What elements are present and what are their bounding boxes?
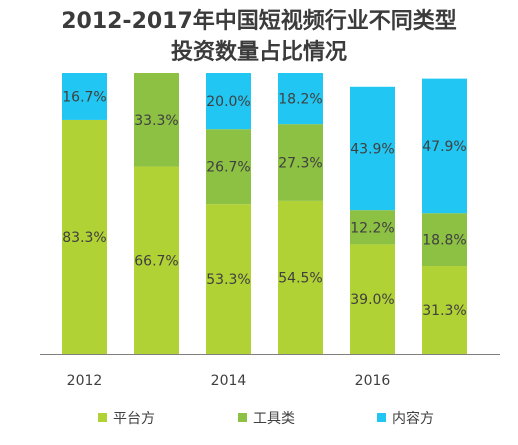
- data-label: 53.3%: [206, 272, 250, 288]
- legend-swatch: [377, 413, 386, 422]
- chart-title-line-1: 2012-2017年中国短视频行业不同类型: [61, 9, 457, 34]
- bar-group: [62, 73, 467, 354]
- bar-segment: [350, 210, 395, 245]
- bar-segment: [350, 244, 395, 354]
- legend: 平台方 工具类 内容方: [98, 410, 434, 427]
- data-label: 31.3%: [422, 303, 466, 319]
- x-tick-label: 2016: [355, 373, 391, 389]
- legend-label: 平台方: [113, 411, 155, 427]
- bar-segment: [278, 124, 323, 201]
- bar-segment: [62, 119, 107, 354]
- legend-label: 内容方: [392, 410, 434, 427]
- data-label: 18.8%: [422, 233, 466, 249]
- data-label: 39.0%: [350, 292, 394, 308]
- data-label: 83.3%: [62, 230, 106, 246]
- bar-segment: [350, 86, 395, 211]
- bar-segment: [422, 266, 467, 354]
- legend-label: 工具类: [253, 411, 295, 427]
- data-label: 33.3%: [134, 113, 178, 129]
- data-label-group: 83.3% 16.7% 66.7% 33.3% 53.3% 26.7% 20.0% 54.5%…: [62, 89, 466, 319]
- data-label: 20.0%: [206, 94, 250, 110]
- bar-segment: [278, 73, 323, 125]
- bar-segment: [206, 204, 251, 354]
- data-label: 47.9%: [422, 139, 466, 155]
- data-label: 18.2%: [278, 92, 322, 108]
- x-tick-label: 2014: [211, 373, 247, 389]
- bar-segment: [422, 213, 467, 267]
- bar-segment: [134, 166, 179, 354]
- x-tick-label: 2012: [67, 373, 103, 389]
- data-label: 16.7%: [62, 89, 106, 105]
- chart-title: 2012-2017年中国短视频行业不同类型 投资数量占比情况: [0, 6, 518, 68]
- bar-segment: [278, 200, 323, 354]
- bar-segment: [206, 129, 251, 205]
- bar-segment: [422, 78, 467, 214]
- x-tick-label-group: 2012 2014 2016: [67, 373, 391, 389]
- chart-title-line-2: 投资数量占比情况: [170, 40, 347, 65]
- bar-segment: [62, 73, 107, 120]
- data-label: 27.3%: [278, 155, 322, 171]
- bar-segment: [134, 73, 179, 167]
- data-label: 43.9%: [350, 141, 394, 157]
- data-label: 26.7%: [206, 160, 250, 176]
- data-label: 12.2%: [350, 220, 394, 236]
- bar-segment: [206, 73, 251, 130]
- data-label: 66.7%: [134, 253, 178, 269]
- data-label: 54.5%: [278, 270, 322, 286]
- legend-swatch: [238, 413, 247, 422]
- legend-swatch: [98, 413, 107, 422]
